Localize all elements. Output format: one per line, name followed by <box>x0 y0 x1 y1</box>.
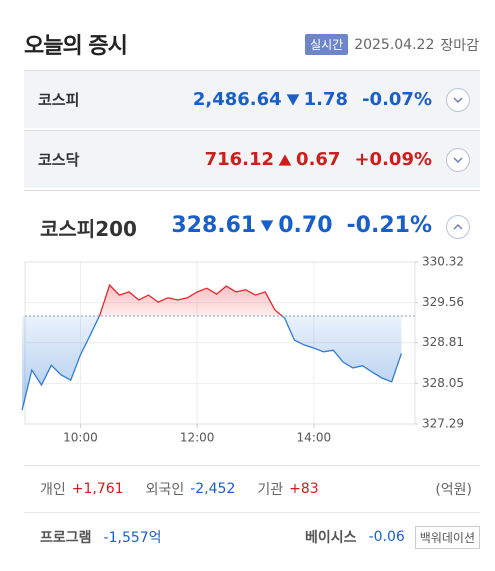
basis-value: -0.06 <box>368 529 405 545</box>
program-value: -1,557억 <box>103 530 162 546</box>
index-row[interactable]: 코스피 2,486.64 1.78 -0.07% <box>24 70 480 128</box>
index-name: 코스피 <box>38 91 80 109</box>
program-label: 프로그램 <box>40 530 92 546</box>
index-change: 0.70 <box>278 213 333 238</box>
chevron-icon <box>453 223 463 230</box>
basis-state[interactable]: 백워데이션 <box>414 525 480 549</box>
direction-icon <box>260 219 274 232</box>
expand-button[interactable] <box>446 147 470 172</box>
index-value: 2,486.64 <box>192 89 282 110</box>
index-change: 1.78 <box>303 89 349 110</box>
y-tick-label: 328.81 <box>422 335 464 349</box>
area <box>22 285 402 411</box>
chevron <box>453 156 463 163</box>
investor-label: 기관 <box>257 482 284 498</box>
chevron-icon <box>453 96 463 103</box>
index-rate: -0.07% <box>362 89 432 110</box>
index-row[interactable]: 코스닥 716.12 0.67 +0.09% <box>24 130 480 188</box>
investor-value: +83 <box>289 481 319 497</box>
index-rate: +0.09% <box>354 149 432 170</box>
index-name: 코스닥 <box>38 151 80 169</box>
x-tick-label: 10:00 <box>63 431 98 445</box>
index-rate: -0.21% <box>346 213 432 238</box>
index-name: 코스피200 <box>40 217 137 241</box>
direction-icon <box>278 153 292 166</box>
index-change: 0.67 <box>296 149 341 170</box>
expand-button[interactable] <box>446 215 470 239</box>
unit: (억원) <box>435 482 472 498</box>
index-value: 328.61 <box>171 213 257 238</box>
investor-label: 외국인 <box>145 482 185 498</box>
investor-label: 개인 <box>40 482 66 498</box>
y-tick-label: 329.56 <box>422 295 464 309</box>
expand-button[interactable] <box>446 87 470 112</box>
chevron <box>453 223 463 230</box>
chevron <box>453 96 463 103</box>
market-status: 장마감 <box>440 37 479 54</box>
index-figures: 716.12 0.67 +0.09% <box>205 149 432 170</box>
featured-index: 코스피200 328.61 0.70 -0.21% <box>24 190 480 261</box>
investor-value: +1,761 <box>71 481 124 497</box>
intraday-chart: 330.32 329.56 328.81 328.05 327.29 10:00 12:00… <box>21 255 464 445</box>
index-figures: 328.61 0.70 -0.21% <box>171 213 432 238</box>
investor-trading: 개인 +1,761 외국인 -2,452 기관 +83 (억원) <box>24 465 480 513</box>
program-trading: 프로그램 -1,557억 베이시스 -0.06 백워데이션 <box>24 522 480 552</box>
y-tick-label: 328.05 <box>422 376 464 390</box>
triangle <box>278 153 292 166</box>
index-figures: 2,486.64 1.78 -0.07% <box>193 89 432 110</box>
widget-title: 오늘의 증시 <box>24 34 128 59</box>
live-badge: 실시간 <box>305 34 349 55</box>
y-tick-label: 327.29 <box>422 417 464 431</box>
investor-value: -2,452 <box>190 481 236 497</box>
triangle <box>286 93 299 106</box>
index-value: 716.12 <box>204 149 275 170</box>
price-line <box>21 283 403 411</box>
header-info: 실시간 2025.04.22 장마감 <box>305 34 479 55</box>
date: 2025.04.22 <box>354 36 435 53</box>
y-tick-label: 330.32 <box>422 255 464 269</box>
x-tick-label: 14:00 <box>297 431 332 445</box>
triangle <box>260 219 274 232</box>
x-tick-label: 12:00 <box>180 431 215 445</box>
basis-label: 베이시스 <box>305 530 357 546</box>
chevron-icon <box>453 156 463 163</box>
direction-icon <box>286 93 299 106</box>
